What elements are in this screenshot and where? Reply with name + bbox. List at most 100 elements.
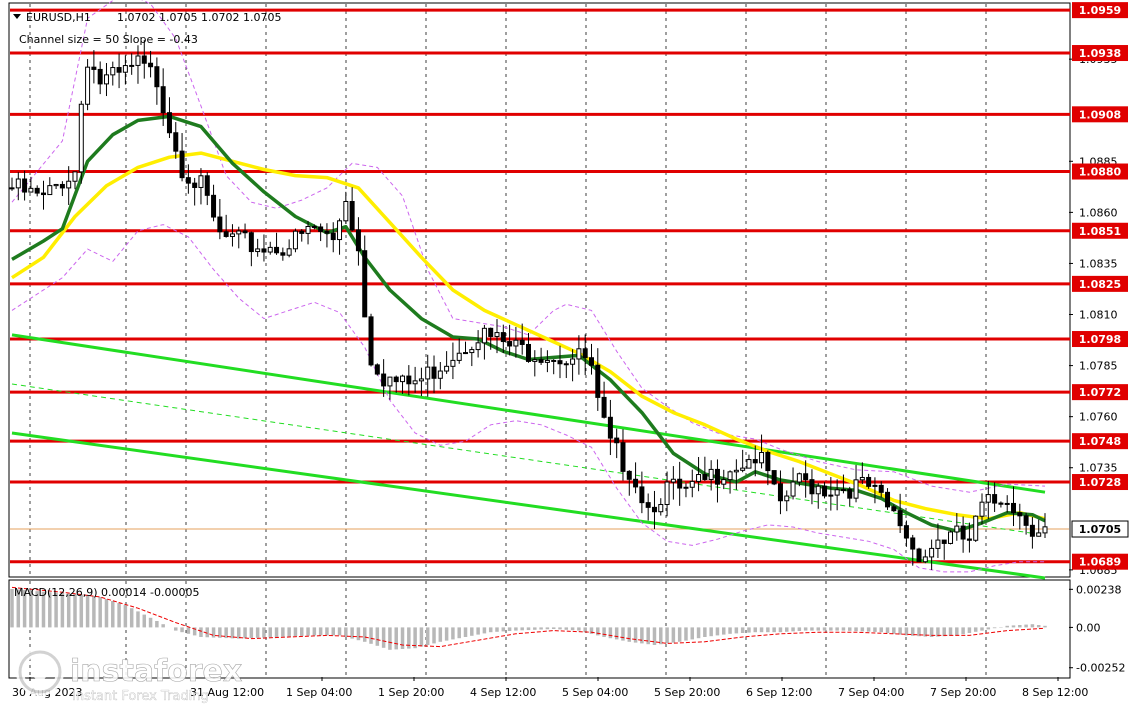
macd-axis: 0.00238 0.00 -0.00252	[1069, 583, 1125, 675]
candle-body	[91, 66, 97, 70]
candle-body	[866, 476, 872, 487]
candle-body	[1004, 502, 1010, 505]
candle-body	[941, 539, 947, 544]
candle-body	[488, 327, 494, 337]
candle-body	[714, 468, 720, 485]
candle-body	[777, 483, 783, 502]
candle-body	[217, 216, 223, 233]
candle-body	[129, 64, 135, 67]
candle-body	[595, 364, 601, 398]
candle-body	[122, 65, 128, 73]
time-tick-label: 7 Sep 04:00	[838, 686, 904, 699]
level-label: 1.0959	[1079, 4, 1121, 17]
candle-body	[570, 358, 576, 365]
price-tick-label: 1.0810	[1079, 309, 1118, 322]
candle-body	[784, 495, 790, 502]
candle-body	[910, 537, 916, 550]
candle-body	[859, 476, 865, 481]
candle-body	[229, 233, 235, 237]
candle-body	[337, 220, 343, 241]
symbol-label: EURUSD,H1	[26, 11, 91, 24]
candle-body	[702, 474, 708, 480]
candle-body	[935, 539, 941, 549]
candle-body	[872, 484, 878, 487]
candle-body	[639, 486, 645, 504]
level-label-box	[1072, 474, 1128, 491]
candle-body	[116, 67, 122, 73]
macd-tick-label: 0.00	[1076, 621, 1101, 634]
candle-body	[633, 478, 639, 488]
candle-body	[444, 365, 450, 372]
candle-body	[551, 359, 557, 362]
candle-body	[544, 359, 550, 363]
dropdown-arrow-icon[interactable]	[13, 14, 21, 19]
bollinger-bands	[11, 0, 1046, 573]
candle-body	[507, 341, 513, 347]
candle-body	[318, 226, 324, 232]
price-axis: 1.09351.08851.08601.08351.08101.07851.07…	[1069, 53, 1118, 577]
candle-body	[349, 200, 355, 231]
level-label-box	[1072, 106, 1128, 123]
level-label-box	[1072, 222, 1128, 239]
candle-body	[66, 180, 72, 189]
candle-body	[1011, 502, 1017, 514]
candle-body	[437, 370, 443, 379]
level-label-box	[1072, 384, 1128, 401]
candle-body	[960, 525, 966, 540]
time-tick-label: 5 Sep 20:00	[654, 686, 720, 699]
macd-indicator	[10, 586, 1047, 650]
candle-body	[1023, 515, 1029, 526]
candle-body	[494, 332, 500, 337]
candle-body	[532, 359, 538, 362]
candle-body	[368, 316, 374, 366]
candle-body	[557, 360, 563, 365]
candle-body	[696, 474, 702, 482]
channel-upper-line	[11, 333, 1046, 494]
candle-body	[796, 473, 802, 483]
candle-body	[450, 359, 456, 367]
candle-body	[658, 504, 664, 513]
brand-tagline: Instant Forex Trading	[72, 689, 209, 704]
candle-body	[22, 178, 28, 193]
candle-body	[885, 491, 891, 508]
candle-body	[683, 486, 689, 489]
candle-body	[160, 86, 166, 114]
candle-body	[211, 194, 217, 218]
candle-body	[198, 175, 204, 188]
candle-body	[809, 479, 815, 495]
candle-body	[475, 342, 481, 351]
current-price-label: 1.0705	[1079, 523, 1121, 536]
candle-body	[274, 246, 280, 254]
candle-body	[9, 187, 15, 190]
instaforex-logo: instaforex Instant Forex Trading	[16, 648, 243, 704]
level-label: 1.0728	[1079, 476, 1121, 489]
candle-body	[330, 232, 336, 241]
candle-body	[280, 252, 286, 256]
candle-body	[620, 442, 626, 472]
candle-body	[431, 366, 437, 379]
level-label: 1.0938	[1079, 47, 1121, 60]
candle-body	[740, 467, 746, 471]
candle-body	[406, 375, 412, 385]
candle-body	[362, 250, 368, 318]
level-label: 1.0772	[1079, 386, 1121, 399]
candle-body	[97, 68, 103, 85]
candle-body	[891, 506, 897, 512]
candle-body	[1042, 526, 1048, 534]
candle-body	[601, 396, 607, 418]
candle-body	[513, 339, 519, 347]
level-label: 1.0908	[1079, 108, 1121, 121]
candle-body	[267, 246, 273, 253]
level-label: 1.0798	[1079, 333, 1121, 346]
candle-body	[53, 183, 59, 187]
candle-body	[223, 231, 229, 237]
candle-body	[481, 327, 487, 344]
price-tick-label: 1.0735	[1079, 462, 1118, 475]
candle-body	[519, 339, 525, 345]
macd-pane-frame	[8, 579, 1071, 679]
candle-body	[771, 470, 777, 485]
candle-body	[173, 132, 179, 152]
candle-body	[255, 248, 261, 253]
level-label: 1.0748	[1079, 435, 1121, 448]
